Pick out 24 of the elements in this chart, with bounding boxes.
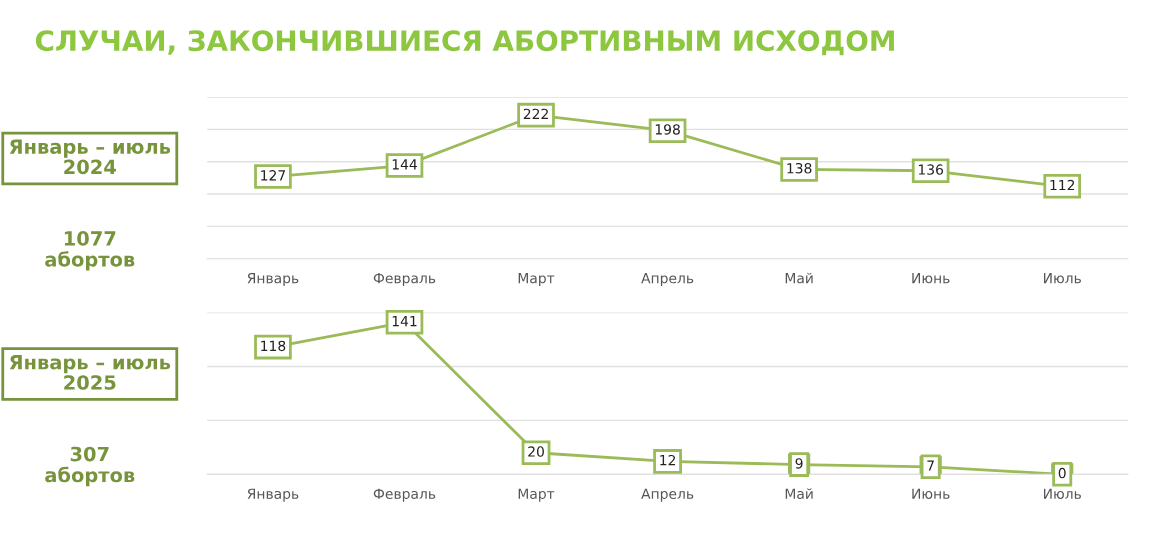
x-tick-label: Июль [1044,488,1081,499]
text: Январь – июль 2025 [9,355,171,390]
x-tick-label: Апрель [641,273,694,287]
x-tick-label: Июнь [912,488,950,499]
x-tick-label: Май [785,272,813,284]
x-tick-label: Январь [247,488,299,502]
data-label: 7 [927,460,934,471]
chart-title: СЛУЧАИ, ЗАКОНЧИВШИЕСЯ АБОРТИВНЫМ ИСХОДОМ [35,30,894,56]
x-tick-label: Июль [1044,273,1081,284]
text: 1077 абортов [45,231,135,271]
data-label: 20 [528,446,544,457]
data-label: 0 [1058,467,1066,479]
text: Январь – июль 2024 [9,139,171,175]
x-tick-label: Февраль [373,273,436,287]
x-tick-label: Январь [247,273,299,287]
x-tick-label: Февраль [373,488,436,502]
x-tick-label: Апрель [641,488,694,502]
data-label: 12 [660,454,676,466]
x-tick-label: Май [785,488,813,499]
x-tick-label: Март [518,488,555,502]
text: 307 абортов [45,446,135,487]
x-tick-label: Март [518,273,555,287]
data-label: 9 [795,458,803,469]
x-tick-label: Июнь [912,273,950,284]
